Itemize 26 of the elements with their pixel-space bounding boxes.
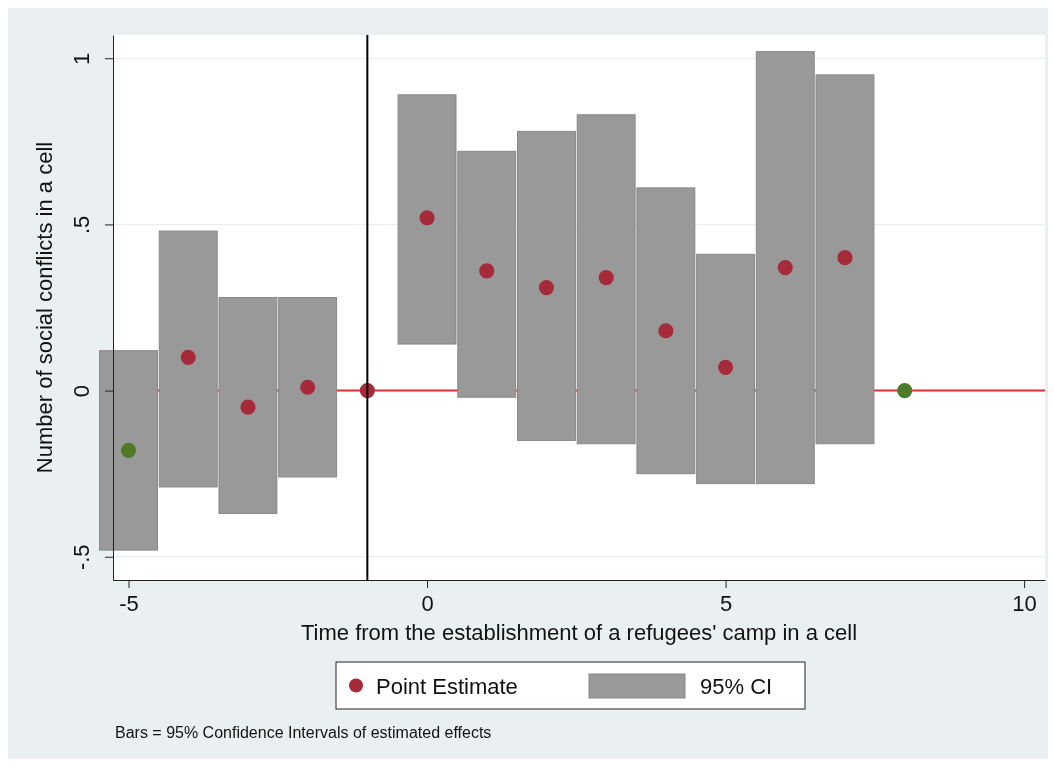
point bbox=[479, 263, 495, 279]
x-tick-label: -5 bbox=[119, 590, 139, 616]
point bbox=[538, 280, 555, 296]
y-tick-label: -.5 bbox=[69, 544, 94, 571]
x-tick-label: 0 bbox=[421, 590, 434, 616]
y-tick-label: 0 bbox=[69, 384, 94, 398]
point bbox=[837, 250, 853, 266]
x-tick-label: 10 bbox=[1012, 590, 1037, 616]
y-axis-title: Number of social conflicts in a cell bbox=[32, 141, 57, 474]
x-tick-label: 5 bbox=[719, 590, 733, 616]
y-tick-label: .5 bbox=[69, 215, 94, 235]
point bbox=[777, 260, 793, 276]
point bbox=[598, 270, 614, 286]
point bbox=[120, 442, 137, 458]
text: Bars = 95% Confidence Intervals of estimated effects bbox=[115, 724, 492, 741]
legend-label: Point Estimate bbox=[376, 673, 518, 699]
y-tick-label: 1 bbox=[69, 52, 94, 65]
point bbox=[240, 399, 256, 415]
point bbox=[419, 210, 435, 226]
point bbox=[180, 349, 196, 365]
x-axis-title: Time from the establishment of a refugees' camp in a cell bbox=[300, 620, 858, 645]
point bbox=[897, 383, 913, 399]
point bbox=[300, 379, 316, 395]
point bbox=[658, 323, 674, 339]
point bbox=[718, 359, 734, 375]
legend-label: 95% CI bbox=[700, 673, 773, 699]
